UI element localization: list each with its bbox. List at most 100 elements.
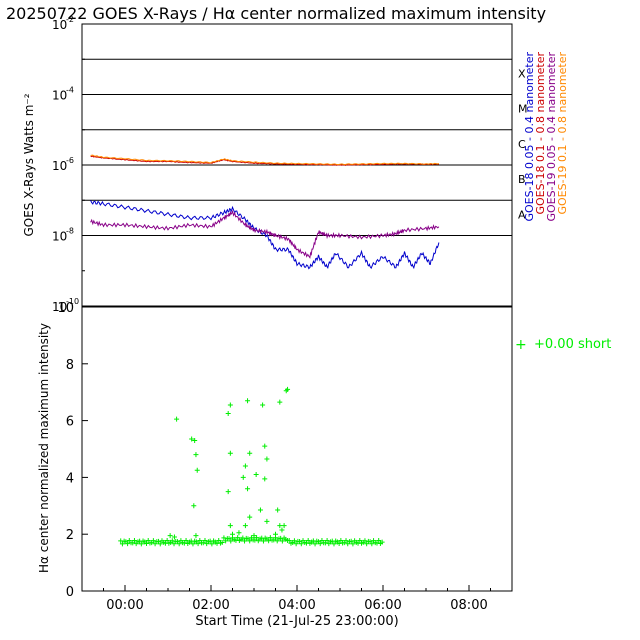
halpha-point bbox=[225, 411, 231, 416]
halpha-point bbox=[264, 518, 270, 524]
halpha-point bbox=[164, 537, 170, 543]
xray-y-tick-exponent: -2 bbox=[66, 15, 74, 24]
halpha-point bbox=[240, 474, 246, 480]
halpha-point bbox=[275, 507, 281, 513]
halpha-point bbox=[242, 538, 248, 544]
halpha-plot-frame bbox=[81, 306, 513, 592]
halpha-point bbox=[281, 523, 287, 529]
chart-title: 20250722 GOES X-Rays / Hα center normali… bbox=[6, 4, 546, 23]
halpha-point bbox=[190, 541, 196, 547]
halpha-point bbox=[167, 533, 173, 539]
halpha-point bbox=[260, 538, 266, 544]
xray-y-axis-label: GOES X-Rays Watts m⁻² bbox=[22, 93, 36, 236]
xray-y-tick-exponent: -4 bbox=[66, 86, 74, 95]
halpha-point bbox=[305, 537, 311, 543]
flare-class-label: B bbox=[518, 173, 526, 186]
halpha-point bbox=[193, 533, 199, 539]
halpha-point bbox=[324, 538, 330, 544]
xray-y-tick-label: 10 bbox=[52, 230, 67, 244]
halpha-point bbox=[338, 537, 344, 543]
x-tick-label: 08:00 bbox=[450, 598, 487, 613]
halpha-point bbox=[195, 541, 201, 547]
halpha-point bbox=[227, 523, 233, 529]
halpha-point bbox=[150, 538, 156, 544]
flare-class-lines bbox=[82, 58, 512, 236]
halpha-point bbox=[227, 450, 233, 456]
halpha-point bbox=[247, 450, 253, 456]
halpha-point bbox=[277, 523, 283, 529]
halpha-point bbox=[247, 538, 253, 544]
halpha-y-tick-label: 0 bbox=[66, 585, 74, 600]
xray-legend-entry: GOES-18 0.05 - 0.4 nanometer bbox=[523, 52, 536, 222]
halpha-legend-symbol: + bbox=[515, 337, 527, 353]
halpha-point bbox=[157, 541, 163, 547]
halpha-point bbox=[228, 538, 234, 544]
halpha-point bbox=[362, 538, 368, 544]
xray-series-line bbox=[90, 209, 440, 259]
x-tick-label: 00:00 bbox=[106, 598, 143, 613]
halpha-point bbox=[369, 541, 375, 547]
xray-y-tick-exponent: -8 bbox=[66, 227, 74, 236]
halpha-y-tick-label: 6 bbox=[66, 415, 74, 430]
halpha-point bbox=[119, 541, 125, 547]
halpha-y-tick-label: 2 bbox=[66, 528, 74, 543]
halpha-point bbox=[242, 463, 248, 469]
flare-class-label: M bbox=[518, 103, 528, 116]
flare-class-label: A bbox=[518, 208, 526, 221]
halpha-point bbox=[138, 541, 144, 547]
xray-legend-entry: GOES-18 0.1 - 0.8 nanometer bbox=[534, 52, 547, 215]
halpha-point bbox=[216, 537, 222, 543]
halpha-point bbox=[131, 538, 137, 544]
halpha-point bbox=[298, 541, 304, 547]
xray-series-line bbox=[90, 155, 440, 166]
halpha-point bbox=[189, 436, 195, 442]
halpha-point bbox=[317, 541, 323, 547]
halpha-point bbox=[171, 534, 177, 540]
halpha-points bbox=[118, 386, 385, 547]
halpha-point bbox=[193, 452, 199, 458]
halpha-point bbox=[202, 538, 208, 544]
halpha-point bbox=[235, 535, 241, 541]
halpha-point bbox=[350, 541, 356, 547]
halpha-point bbox=[225, 489, 231, 495]
flare-class-label: X bbox=[518, 67, 526, 80]
halpha-point bbox=[254, 535, 260, 541]
halpha-point bbox=[277, 399, 283, 405]
x-tick-label: 06:00 bbox=[364, 598, 401, 613]
xray-legend-entry: GOES-19 0.1 - 0.8 nanometer bbox=[556, 52, 569, 215]
xray-y-ticks: 10-210-410-610-810-10 bbox=[52, 15, 88, 314]
halpha-point bbox=[245, 486, 251, 492]
halpha-y-tick-label: 10 bbox=[57, 301, 74, 316]
halpha-point bbox=[273, 531, 278, 537]
halpha-point bbox=[286, 537, 292, 543]
xray-series-line bbox=[90, 200, 440, 270]
halpha-point bbox=[251, 533, 257, 539]
halpha-point bbox=[219, 540, 225, 546]
halpha-point bbox=[145, 537, 151, 543]
halpha-x-ticks: 00:00 02:00 04:00 06:00 08:00 bbox=[81, 585, 513, 613]
halpha-point bbox=[236, 530, 242, 536]
halpha-point bbox=[279, 538, 285, 544]
xray-series-line bbox=[90, 154, 439, 166]
halpha-point bbox=[262, 476, 268, 482]
halpha-legend: +0.00 short + bbox=[515, 337, 611, 353]
halpha-point bbox=[343, 538, 349, 544]
halpha-point bbox=[169, 538, 175, 544]
halpha-point bbox=[376, 537, 382, 543]
halpha-panel: 0 2 4 6 8 10 00:00 02:00 04:00 06:00 08:00 Hα cen… bbox=[37, 301, 611, 629]
halpha-y-tick-label: 4 bbox=[66, 471, 74, 486]
halpha-point bbox=[262, 443, 268, 449]
halpha-point bbox=[191, 503, 197, 509]
halpha-point bbox=[260, 402, 266, 408]
halpha-point bbox=[176, 541, 182, 547]
halpha-point bbox=[183, 537, 189, 543]
halpha-point bbox=[125, 541, 131, 547]
xray-legend-entry: GOES-19 0.05 - 0.4 nanometer bbox=[545, 52, 558, 222]
halpha-legend-text: +0.00 short bbox=[534, 337, 611, 352]
xray-y-tick-label: 10 bbox=[52, 300, 67, 314]
x-axis-label: Start Time (21-Jul-25 23:00:00) bbox=[195, 614, 398, 629]
halpha-point bbox=[257, 507, 263, 513]
halpha-point bbox=[221, 535, 227, 541]
